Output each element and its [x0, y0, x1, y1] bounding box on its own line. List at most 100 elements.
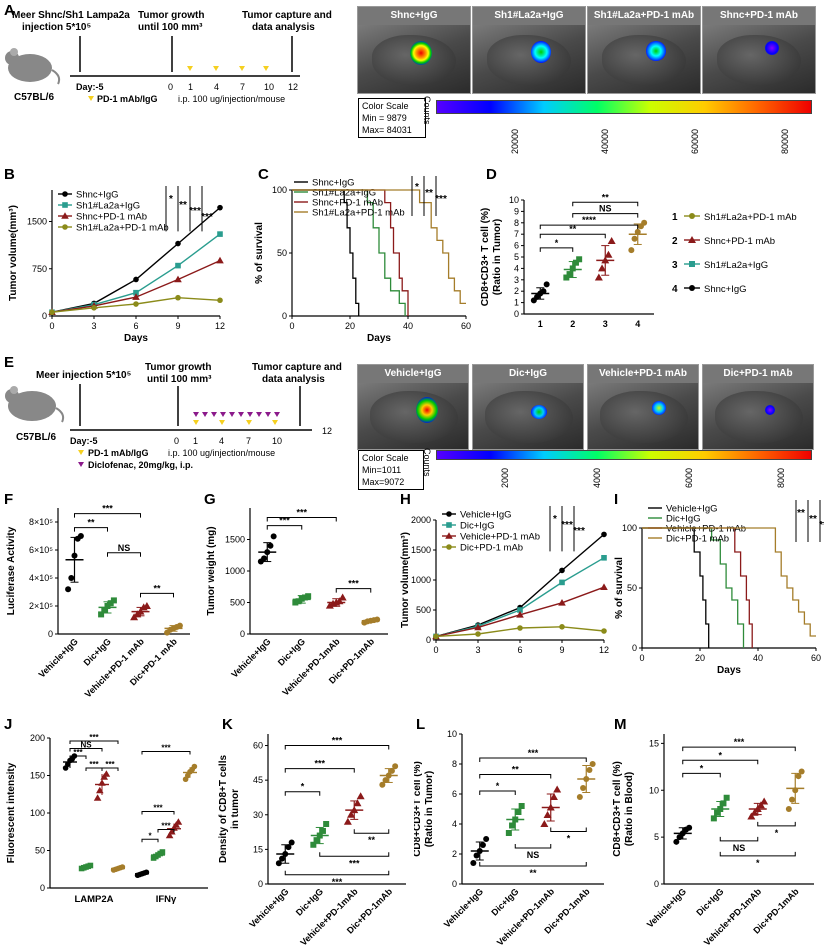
significance-label: ***: [349, 858, 360, 868]
y-tick-label: 3: [514, 275, 519, 285]
data-point: [217, 204, 223, 211]
significance-bracket: [141, 838, 159, 843]
data-point: [325, 601, 334, 609]
growth-label-2: until 100 mm³: [138, 22, 203, 33]
data-point: [285, 844, 292, 851]
data-point: [275, 860, 282, 867]
x-tick-label: 60: [461, 321, 471, 331]
data-point: [543, 281, 550, 288]
data-point: [382, 777, 389, 784]
y-tick-label: 4: [514, 263, 519, 273]
data-point: [559, 579, 565, 586]
day-label: Day:-5: [70, 436, 98, 446]
data-point: [65, 586, 72, 593]
significance-bracket: [719, 836, 759, 842]
significance-label: ***: [573, 526, 585, 537]
data-point: [518, 803, 525, 809]
significance-label: ***: [348, 579, 359, 589]
y-tick-label: 4×10⁵: [29, 573, 53, 583]
legend-marker: [62, 191, 68, 197]
panel-label-c: C: [258, 166, 269, 183]
data-point: [319, 827, 326, 834]
y-tick-label: 1000: [411, 575, 431, 585]
data-point: [98, 611, 105, 618]
data-point: [191, 763, 198, 770]
survival-curve: [292, 189, 360, 316]
x-tick-label: 4: [635, 319, 640, 329]
strain-label: C57BL/6: [16, 432, 56, 443]
y-tick-label: 0: [654, 879, 659, 889]
data-point: [338, 593, 347, 601]
legend-marker-icon: [78, 450, 84, 455]
significance-bracket: [479, 774, 552, 779]
legend-label: Vehicle+PD-1 mAb: [460, 532, 540, 543]
x-axis-label: Days: [367, 333, 391, 344]
bioluminescence-image: Dic+IgG: [472, 364, 584, 450]
data-point: [133, 276, 139, 283]
legend-marker-icon: [78, 462, 84, 467]
x-tick-label: 1: [538, 319, 543, 329]
legend-label: Shnc+PD-1 mAb: [704, 236, 775, 247]
data-point: [473, 852, 480, 859]
data-point: [175, 262, 181, 269]
significance-bracket: [353, 829, 390, 834]
data-point: [176, 622, 183, 629]
data-point: [174, 275, 182, 283]
y-tick-label: 0: [42, 311, 47, 321]
x-tick-label: 9: [175, 321, 180, 331]
image-title: Sh1#La2a+PD-1 mAb: [588, 7, 700, 25]
y-axis-label: CD8+CD3+ T cell (%): [480, 208, 491, 306]
significance-label: **: [797, 508, 805, 519]
data-point: [589, 761, 596, 767]
significance-bracket: [284, 745, 390, 750]
y-tick-label: 10: [447, 729, 457, 739]
bioluminescence-image: Vehicle+PD-1 mAb: [587, 364, 699, 450]
significance-label: *: [415, 182, 419, 193]
panel-label-g: G: [204, 491, 216, 508]
y-tick-label: 1500: [411, 545, 431, 555]
x-tick-label: LAMP2A: [74, 894, 113, 905]
y-tick-label: 0: [426, 635, 431, 645]
y-tick-label: 0: [40, 883, 45, 893]
data-point: [714, 809, 721, 816]
y-axis-label: CD8+CD3+T cell (%): [612, 761, 623, 857]
mouse-icon: [5, 386, 65, 423]
image-title: Shnc+PD-1 mAb: [703, 7, 815, 25]
significance-label: **: [602, 176, 610, 178]
data-point: [553, 785, 562, 793]
data-point: [433, 633, 439, 640]
scale-tick: 8000: [776, 467, 786, 488]
x-tick-label: 12: [599, 645, 609, 655]
data-point: [505, 830, 512, 836]
color-scale-title: Color Scale: [362, 453, 409, 463]
x-axis-label: Days: [124, 333, 148, 344]
data-point: [559, 567, 565, 574]
growth-label-2: until 100 mm³: [147, 374, 212, 385]
significance-bracket: [107, 552, 141, 557]
y-tick-label: 6×10⁵: [29, 545, 53, 555]
y-tick-label: 200: [30, 733, 45, 743]
data-point: [279, 855, 286, 862]
y-tick-label: 10: [649, 785, 659, 795]
y-tick-label: 9: [514, 206, 519, 216]
legend-marker: [689, 285, 695, 291]
x-tick-label: 9: [559, 645, 564, 655]
color-scale-bar: [436, 450, 812, 460]
y-tick-label: 2: [452, 849, 457, 859]
significance-label: ***: [561, 520, 573, 531]
x-tick-label: Vehicle+IgG: [442, 886, 485, 929]
significance-label: ***: [189, 206, 201, 217]
data-point: [216, 256, 224, 264]
significance-label: ***: [332, 877, 343, 887]
significance-label: ***: [89, 733, 99, 742]
x-tick-label: 6: [517, 645, 522, 655]
data-point: [549, 793, 558, 800]
significance-bracket: [266, 525, 303, 530]
y-tick-label: 0: [452, 879, 457, 889]
significance-label: ***: [332, 736, 343, 746]
significance-label: **: [87, 518, 95, 528]
data-point: [747, 812, 756, 820]
capture-label-2: data analysis: [252, 22, 315, 33]
data-point: [159, 849, 166, 855]
data-point: [631, 235, 638, 242]
